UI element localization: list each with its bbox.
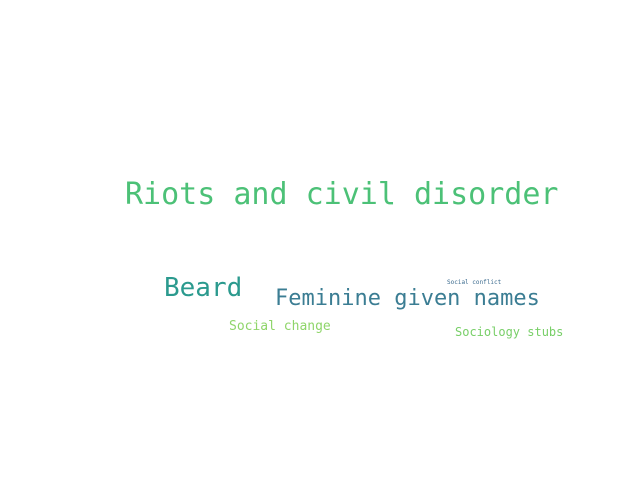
word-social-conflict: Social conflict [447, 279, 502, 286]
word-sociology-stubs: Sociology stubs [455, 325, 564, 339]
word-social-change: Social change [229, 319, 331, 334]
word-feminine-given-names: Feminine given names [275, 286, 540, 311]
word-beard: Beard [164, 273, 243, 303]
word-riots-and-civil-disorder: Riots and civil disorder [125, 177, 559, 212]
